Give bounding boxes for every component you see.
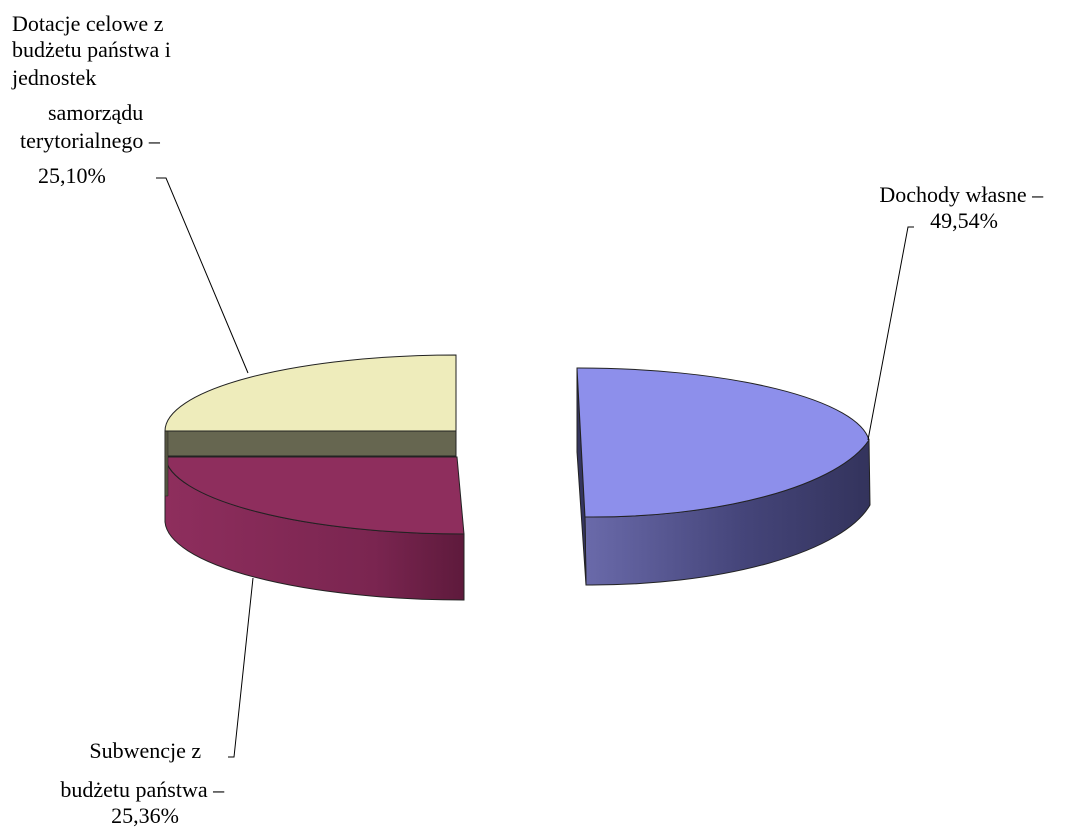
- label-subwencje-line-3: 25,36%: [111, 803, 179, 828]
- slice-dotacje-side-left: [164, 430, 169, 497]
- label-dochody-wlasne: Dochody własne – 49,54%: [879, 182, 1048, 233]
- slice-dochody-wlasne: [576, 367, 871, 586]
- slice-labels: Dochody własne – 49,54% Subwencje z budż…: [11, 11, 1048, 828]
- slice-subwencje: [164, 456, 465, 601]
- label-dotacje-line-6: 25,10%: [38, 163, 106, 188]
- slice-dotacje-top: [164, 354, 457, 432]
- label-subwencje-line-1: Subwencje z: [89, 738, 201, 763]
- leader-line-dotacje: [156, 177, 249, 374]
- leader-line-subwencje: [228, 577, 254, 758]
- label-dochody-wlasne-line-1: Dochody własne –: [879, 182, 1044, 207]
- slice-dotacje-side: [164, 430, 457, 457]
- label-dotacje-line-1: Dotacje celowe z: [12, 11, 164, 36]
- label-dochody-wlasne-line-2: 49,54%: [930, 208, 998, 233]
- label-dotacje-line-4: samorządu: [48, 100, 143, 125]
- leader-lines: [156, 177, 914, 758]
- label-subwencje: Subwencje z budżetu państwa – 25,36%: [60, 738, 229, 828]
- label-dotacje-line-3: jednostek: [11, 65, 96, 90]
- slice-dotacje: [164, 354, 457, 497]
- slice-dochody-wlasne-top: [576, 367, 870, 518]
- label-subwencje-line-2: budżetu państwa –: [60, 777, 225, 802]
- leader-line-dochody: [867, 226, 914, 441]
- label-dotacje-line-5: terytorialnego –: [20, 128, 161, 153]
- slice-subwencje-top: [164, 456, 465, 535]
- label-dotacje-line-2: budżetu państwa i: [12, 37, 171, 62]
- label-dotacje: Dotacje celowe z budżetu państwa i jedno…: [11, 11, 176, 188]
